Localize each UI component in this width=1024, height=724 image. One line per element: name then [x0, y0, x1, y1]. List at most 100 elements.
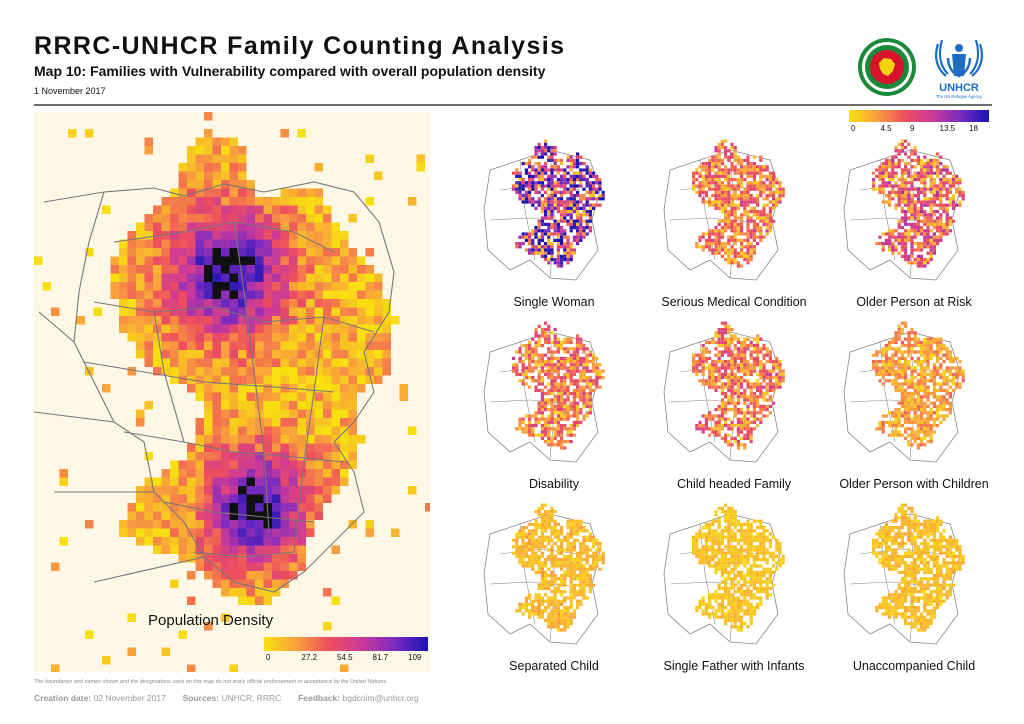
vulnerability-cell — [765, 216, 769, 220]
density-cell — [280, 511, 289, 520]
vulnerability-cell — [900, 398, 904, 402]
density-cell — [391, 528, 400, 537]
vulnerability-cell — [531, 353, 535, 357]
vulnerability-cell — [531, 360, 535, 364]
vulnerability-cell — [736, 197, 740, 201]
density-cell — [246, 358, 255, 367]
vulnerability-cell — [926, 235, 930, 239]
vulnerability-cell — [553, 356, 557, 360]
vulnerability-cell — [524, 353, 528, 357]
density-cell — [212, 528, 221, 537]
vulnerability-cell — [945, 190, 949, 194]
vulnerability-cell — [749, 235, 753, 239]
vulnerability-cell — [762, 210, 766, 214]
vulnerability-cell — [746, 190, 750, 194]
density-cell — [195, 520, 204, 529]
vulnerability-cell — [736, 347, 740, 351]
vulnerability-cell — [907, 206, 911, 210]
vulnerability-cell — [913, 210, 917, 214]
vulnerability-cell — [730, 408, 734, 412]
vulnerability-cell — [537, 200, 541, 204]
vulnerability-cell — [891, 165, 895, 169]
vulnerability-cell — [746, 411, 750, 415]
density-cell — [246, 545, 255, 554]
vulnerability-cell — [743, 210, 747, 214]
vulnerability-cell — [717, 424, 721, 428]
vulnerability-cell — [569, 522, 573, 526]
vulnerability-cell — [550, 376, 554, 380]
vulnerability-cell — [948, 200, 952, 204]
vulnerability-cell — [598, 385, 602, 389]
density-cell — [212, 137, 221, 146]
vulnerability-cell — [579, 385, 583, 389]
vulnerability-cell — [531, 532, 535, 536]
vulnerability-cell — [878, 420, 882, 424]
density-cell — [195, 503, 204, 512]
vulnerability-cell — [897, 242, 901, 246]
vulnerability-cell — [897, 337, 901, 341]
density-cell — [221, 171, 230, 180]
density-cell — [85, 520, 94, 529]
density-cell — [340, 273, 349, 282]
vulnerability-cell — [537, 586, 541, 590]
vulnerability-cell — [891, 337, 895, 341]
vulnerability-cell — [759, 372, 763, 376]
vulnerability-cell — [926, 433, 930, 437]
vulnerability-cell — [881, 350, 885, 354]
vulnerability-cell — [727, 328, 731, 332]
vulnerability-cell — [727, 190, 731, 194]
vulnerability-cell — [916, 245, 920, 249]
vulnerability-cell — [547, 580, 551, 584]
vulnerability-cell — [939, 347, 943, 351]
density-cell — [229, 137, 238, 146]
density-cell — [314, 367, 323, 376]
vulnerability-cell — [528, 251, 532, 255]
density-cell — [357, 273, 366, 282]
density-cell — [212, 426, 221, 435]
vulnerability-cell — [768, 229, 772, 233]
vulnerability-cell — [711, 229, 715, 233]
vulnerability-cell — [550, 213, 554, 217]
density-cell — [365, 248, 374, 257]
vulnerability-cell — [534, 347, 538, 351]
vulnerability-cell — [932, 376, 936, 380]
vulnerability-cell — [576, 165, 580, 169]
density-cell — [323, 333, 332, 342]
density-cell — [246, 596, 255, 605]
vulnerability-cell — [544, 417, 548, 421]
vulnerability-cell — [569, 363, 573, 367]
vulnerability-cell — [566, 258, 570, 262]
vulnerability-cell — [929, 414, 933, 418]
density-cell — [280, 537, 289, 546]
vulnerability-cell — [556, 372, 560, 376]
density-cell — [229, 222, 238, 231]
vulnerability-cell — [566, 178, 570, 182]
vulnerability-cell — [714, 366, 718, 370]
vulnerability-cell — [740, 430, 744, 434]
vulnerability-cell — [904, 251, 908, 255]
density-cell — [195, 307, 204, 316]
vulnerability-cell — [588, 385, 592, 389]
density-cell — [408, 197, 417, 206]
density-cell — [144, 477, 153, 486]
vulnerability-cell — [939, 238, 943, 242]
vulnerability-cell — [730, 213, 734, 217]
vulnerability-cell — [881, 187, 885, 191]
vulnerability-cell — [913, 350, 917, 354]
vulnerability-cell — [749, 216, 753, 220]
vulnerability-cell — [540, 574, 544, 578]
vulnerability-cell — [544, 251, 548, 255]
vulnerability-cell — [524, 194, 528, 198]
vulnerability-cell — [582, 350, 586, 354]
vulnerability-cell — [550, 155, 554, 159]
vulnerability-cell — [720, 229, 724, 233]
vulnerability-cell — [894, 369, 898, 373]
vulnerability-cell — [560, 344, 564, 348]
vulnerability-cell — [724, 440, 728, 444]
density-cell — [280, 231, 289, 240]
vulnerability-cell — [569, 165, 573, 169]
vulnerability-cell — [534, 200, 538, 204]
vulnerability-cell — [550, 417, 554, 421]
vulnerability-cell — [942, 174, 946, 178]
density-cell — [263, 333, 272, 342]
